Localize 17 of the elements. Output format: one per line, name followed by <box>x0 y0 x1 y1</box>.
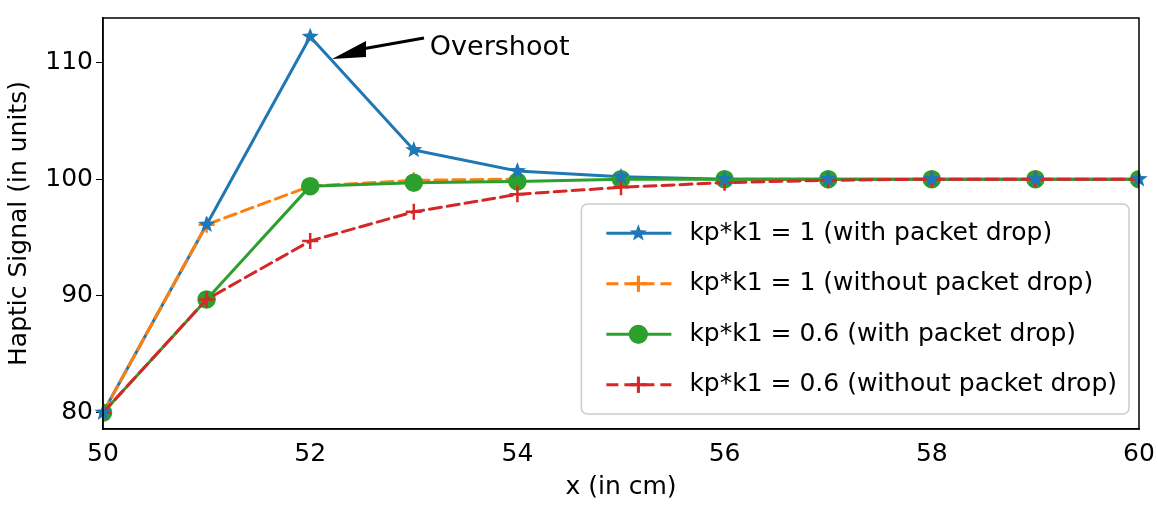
legend-label: kp*k1 = 0.6 (without packet drop) <box>689 368 1117 398</box>
y-tick-label: 100 <box>45 162 93 192</box>
annotation: Overshoot <box>429 30 570 62</box>
y-tick-label: 80 <box>61 396 93 426</box>
y-axis-title: Haptic Signal (in units) <box>2 81 32 366</box>
legend-label: kp*k1 = 1 (with packet drop) <box>689 216 1053 246</box>
x-axis-title: x (in cm) <box>565 470 677 500</box>
x-tick-label: 58 <box>915 437 948 467</box>
x-tick-label: 54 <box>501 437 534 467</box>
x-tick-label: 60 <box>1123 437 1155 467</box>
x-tick-label: 56 <box>708 437 741 467</box>
y-tick-label: 110 <box>45 45 93 75</box>
y-tick-label: 90 <box>61 279 93 309</box>
legend-label: kp*k1 = 1 (without packet drop) <box>689 267 1094 297</box>
x-tick-label: 52 <box>294 437 327 467</box>
x-tick-label: 50 <box>87 437 119 467</box>
legend-label: kp*k1 = 0.6 (with packet drop) <box>689 317 1077 347</box>
